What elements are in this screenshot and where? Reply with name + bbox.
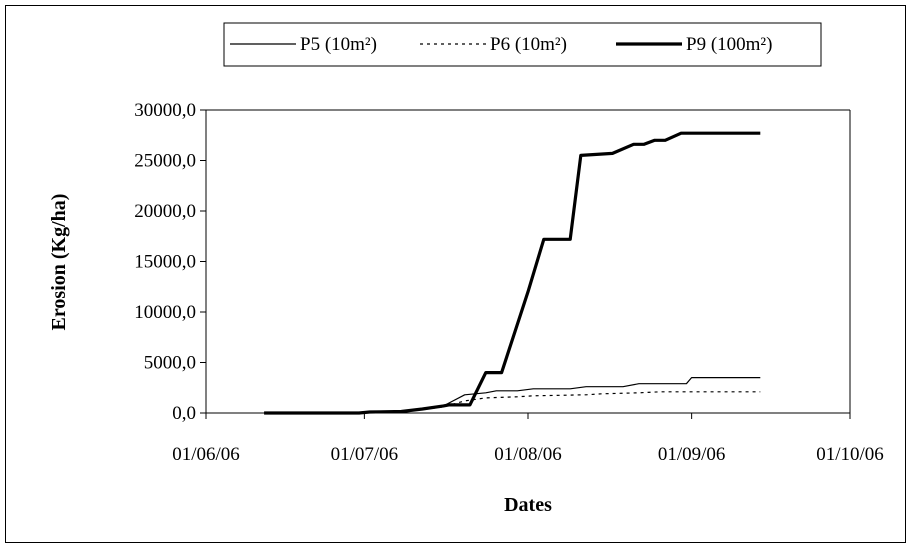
y-tick-label: 5000,0 — [144, 353, 196, 374]
series-group — [264, 131, 761, 415]
y-tick-label: 20000,0 — [134, 201, 196, 222]
series-line-2 — [264, 391, 761, 414]
series-line-1 — [264, 377, 761, 414]
x-tick-label: 01/08/06 — [494, 444, 562, 465]
y-tick-label: 15000,0 — [134, 252, 196, 273]
y-ticks: 0,0 5000,0 10000,0 15000,0 20000,0 25000,0 300… — [134, 100, 206, 424]
x-ticks: 01/06/06 01/07/06 01/08/06 01/09/06 01/10/06 — [172, 413, 884, 465]
legend-box — [223, 22, 822, 67]
x-axis-title: Dates — [504, 494, 552, 516]
legend-label-3: P9 (100m²) — [686, 34, 772, 55]
y-tick-label: 25000,0 — [134, 151, 196, 172]
y-tick-label: 0,0 — [172, 403, 196, 424]
x-tick-label: 01/06/06 — [172, 444, 240, 465]
y-tick-label: 10000,0 — [134, 302, 196, 323]
legend-label-1: P5 (10m²) — [300, 34, 377, 55]
series-line-3 — [264, 131, 761, 415]
y-axis-title: Erosion (Kg/ha) — [48, 194, 70, 331]
x-tick-label: 01/09/06 — [658, 444, 726, 465]
y-tick-label: 30000,0 — [134, 100, 196, 121]
chart-area — [5, 5, 906, 543]
x-tick-label: 01/07/06 — [331, 444, 399, 465]
legend: P5 (10m²) P6 (10m²) P9 (100m²) — [230, 34, 772, 55]
legend-label-2: P6 (10m²) — [490, 34, 567, 55]
x-tick-label: 01/10/06 — [816, 444, 884, 465]
